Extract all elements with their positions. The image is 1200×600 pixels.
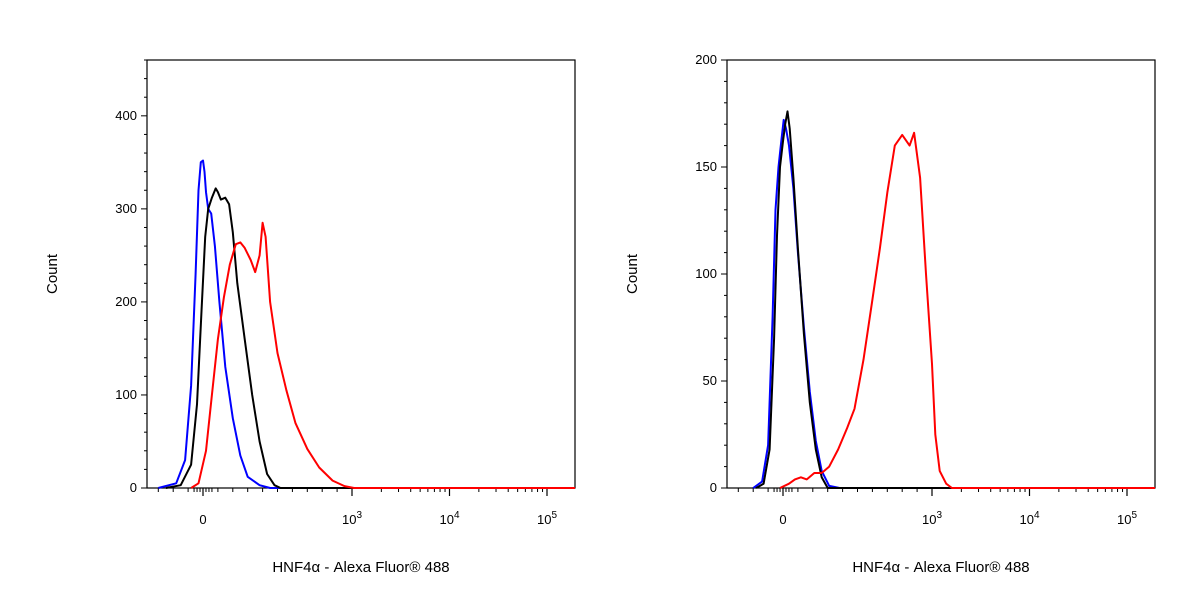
plot-frame xyxy=(726,59,1156,489)
x-tick-label: 103 xyxy=(342,510,362,527)
plot-frame xyxy=(146,59,576,489)
y-tick-label: 400 xyxy=(115,108,137,123)
histogram-panel-2: 0 50 100 150 200 0 103 104 105 HNF4α - Alexa Fluo… xyxy=(624,52,1156,576)
y-tick-label: 150 xyxy=(695,159,717,174)
y-tick-label: 100 xyxy=(695,266,717,281)
histogram-series-2 xyxy=(755,110,1155,489)
x-tick-label: 0 xyxy=(199,512,206,527)
histogram-panel-1: 0 100 200 300 400 0 103 104 105 HNF4α - Alexa Flu… xyxy=(44,59,576,576)
y-tick-label: 100 xyxy=(115,387,137,402)
y-tick-label: 0 xyxy=(710,480,717,495)
histogram-series-1 xyxy=(752,118,1155,489)
x-tick-label: 103 xyxy=(922,510,942,527)
y-tick-label: 0 xyxy=(130,480,137,495)
y-tick-label: 50 xyxy=(703,373,717,388)
y-axis-label: Count xyxy=(44,253,61,294)
x-tick-label: 104 xyxy=(1019,510,1039,527)
x-tick-label: 0 xyxy=(779,512,786,527)
x-axis-label: HNF4α - Alexa Fluor® 488 xyxy=(852,559,1029,576)
x-axis-label: HNF4α - Alexa Fluor® 488 xyxy=(272,559,449,576)
y-tick-label: 200 xyxy=(115,294,137,309)
histogram-series-3 xyxy=(779,131,1155,489)
histogram-series-2 xyxy=(165,187,575,489)
x-tick-label: 105 xyxy=(537,510,557,527)
y-tick-label: 300 xyxy=(115,201,137,216)
histogram-series-3 xyxy=(190,221,575,489)
x-tick-label: 105 xyxy=(1117,510,1137,527)
y-axis-label: Count xyxy=(624,253,641,294)
x-tick-label: 104 xyxy=(439,510,459,527)
y-tick-label: 200 xyxy=(695,52,717,67)
